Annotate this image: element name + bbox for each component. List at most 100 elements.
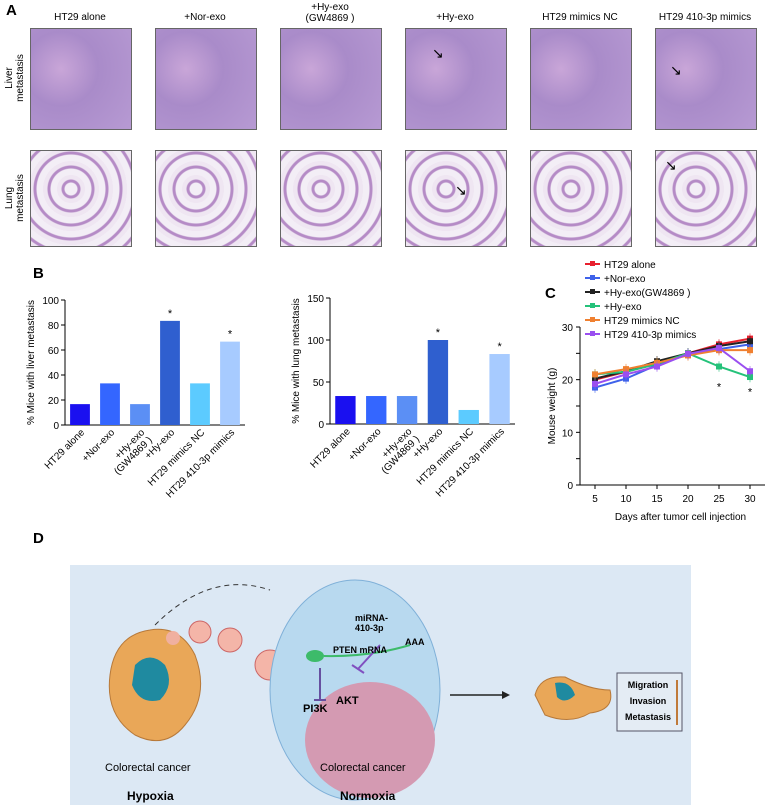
legend-label: HT29 mimics NC [604,316,680,327]
inhibition-arrow [351,644,381,674]
exosome-icon [166,631,180,645]
arrow-icon: ↘ [665,157,677,173]
lung-histology-image [155,150,257,247]
data-point [747,338,753,345]
liver-histology-image [280,28,382,130]
series-line [594,347,751,385]
y-tick-label: 10 [562,428,574,439]
bar [220,341,240,425]
data-point [685,350,691,357]
legend-marker [590,275,595,280]
y-tick-label: 100 [307,336,324,347]
bar [489,354,510,424]
data-point [592,380,598,387]
lung-histology-image [530,150,632,247]
lung-histology-image [405,150,507,247]
outcomes-box [616,672,683,732]
panel-c-label: C [545,285,556,302]
significance-mark: * [497,341,502,353]
row-label: Lung metastasis [4,174,26,222]
legend-label: +Nor-exo [604,274,646,285]
bar [100,383,120,425]
liver-histology-image [30,28,132,130]
data-point [592,371,598,378]
x-tick-label: 5 [592,494,598,505]
y-axis-label: Mouse weight (g) [547,368,558,445]
akt-label: AKT [336,695,359,707]
y-tick-label: 0 [318,420,324,431]
arrow-icon: ↘ [670,62,682,78]
left-condition: Hypoxia [127,789,174,803]
significance-mark: * [717,381,722,393]
center-condition: Normoxia [340,789,396,803]
significance-mark: * [228,329,233,341]
x-tick-label: +Nor-exo [80,427,117,464]
x-axis-label: Days after tumor cell injection [615,512,746,523]
lung-histology-image [280,150,382,247]
y-axis-label: % Mice with lung metastasis [291,298,302,424]
liver-histology-image [155,28,257,130]
y-tick-label: 50 [313,378,325,389]
schematic-drawing [108,579,683,801]
y-axis-label: % Mice with liver metastasis [26,300,37,425]
legend-label: HT29 alone [604,260,656,271]
bar [70,404,90,425]
lung-histology-image [655,150,757,247]
legend-label: +Hy-exo [604,302,642,313]
panel-d-label: D [33,530,44,547]
exosome-icon [188,620,212,644]
x-tick-label: HT29 alone [308,426,353,471]
y-tick-label: 20 [562,376,574,387]
exosome-icon [217,627,243,653]
liver-histology-image [405,28,507,130]
pi3k-label: PI3K [303,703,328,715]
bar [366,396,387,424]
data-point [716,363,722,370]
arrow-icon: ↘ [432,45,444,61]
panel-a-label: A [6,2,17,19]
bar [160,320,180,425]
column-header: +Nor-exo [184,12,226,23]
x-tick-label: 25 [713,494,725,505]
y-tick-label: 20 [48,396,60,407]
data-point [716,345,722,352]
x-tick-label: 20 [682,494,694,505]
column-header: HT29 410-3p mimics [658,12,752,23]
polya-label: AAA [405,637,425,647]
column-header: +Hy-exo (GW4869 ) [305,2,355,24]
column-header: HT29 alone [54,12,106,23]
recipient-nucleus-icon [305,682,435,798]
y-tick-label: 0 [53,421,59,432]
y-tick-label: 100 [42,296,59,307]
nucleus-icon [132,657,169,701]
bar [458,409,479,424]
panel-b-label: B [33,265,44,282]
metastatic-cell-icon [534,676,612,720]
bar [396,396,418,424]
pten-mrna-icon [306,650,324,662]
legend-marker [590,317,595,322]
x-tick-label: HT29 mimics NC [415,426,476,487]
significance-mark: * [436,327,441,339]
data-point [623,371,629,378]
lung-histology-image [30,150,132,247]
pten-mrna-label: PTEN mRNA [333,645,388,655]
legend-marker [590,303,595,308]
legend-marker [590,289,595,294]
y-tick-label: 40 [48,371,60,382]
y-tick-label: 0 [567,481,573,492]
center-caption: Colorectal cancer [320,762,406,774]
column-header: HT29 mimics NC [542,12,618,23]
liver-histology-image [530,28,632,130]
outcome-item: Metastasis [624,712,672,722]
mirna-label: miRNA- 410-3p [355,613,388,633]
data-point [747,374,753,381]
legend-marker [590,331,595,336]
bar [427,340,449,424]
x-tick-label: 30 [744,494,756,505]
y-tick-label: 80 [48,321,60,332]
arrow-icon: ↘ [455,182,467,198]
inhibition-arrow [314,668,326,701]
